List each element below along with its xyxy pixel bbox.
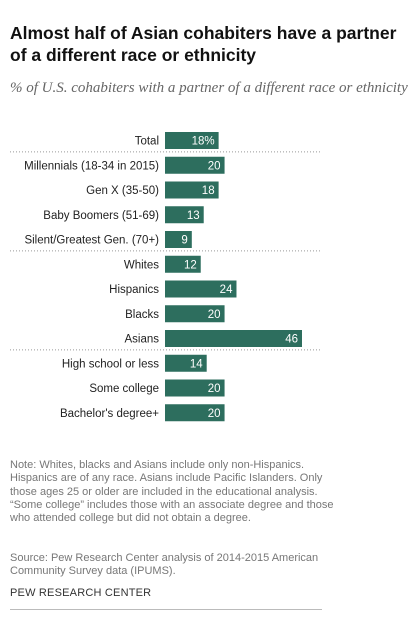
category-label-baby-boomers-51-69: Baby Boomers (51-69) (43, 210, 159, 222)
bar-chart: Total 18% Millennials (18-34 in 2015) 20 Gen… (10, 132, 322, 422)
category-label-high-school-or-less: High school or less (62, 358, 159, 370)
category-label-silent-greatest-gen-70: Silent/Greatest Gen. (70+) (24, 235, 159, 247)
bar-high-school-or-less (165, 354, 207, 372)
value-label-high-school-or-less: 14 (190, 358, 203, 370)
chart-title: Almost half of Asian cohabiters have a p… (10, 23, 397, 65)
value-label-hispanics: 24 (220, 284, 233, 296)
category-label-whites: Whites (124, 259, 159, 271)
pew-credit: PEW RESEARCH CENTER (10, 587, 152, 599)
bar-blacks (165, 305, 225, 323)
value-label-some-college: 20 (208, 383, 221, 395)
bar-total (165, 132, 219, 149)
bar-silent-greatest-gen-70 (165, 231, 192, 248)
value-label-blacks: 20 (208, 309, 221, 321)
chart-subtitle: % of U.S. cohabiters with a partner of a… (10, 80, 408, 96)
category-label-gen-x-35-50: Gen X (35-50) (86, 185, 159, 197)
bar-millennials-18-34-in-2015 (165, 156, 225, 174)
value-label-asians: 46 (285, 334, 298, 346)
bar-some-college (165, 379, 225, 397)
bar-gen-x-35-50 (165, 181, 219, 199)
value-label-millennials-18-34-in-2015: 20 (208, 160, 221, 172)
value-label-bachelor-s-degree: 20 (208, 408, 221, 420)
value-label-total: 18% (192, 136, 215, 148)
value-label-whites: 12 (184, 259, 197, 271)
bar-asians (165, 330, 302, 347)
chart-note: Note: Whites, blacks and Asians include … (10, 459, 334, 525)
bar-baby-boomers-51-69 (165, 206, 204, 224)
bar-whites (165, 255, 201, 273)
category-label-asians: Asians (124, 334, 159, 346)
bottom-divider (10, 609, 322, 610)
value-label-baby-boomers-51-69: 13 (187, 210, 200, 222)
value-label-gen-x-35-50: 18 (202, 185, 215, 197)
category-label-millennials-18-34-in-2015: Millennials (18-34 in 2015) (24, 160, 159, 172)
category-label-bachelor-s-degree: Bachelor's degree+ (60, 408, 159, 420)
category-label-some-college: Some college (89, 383, 159, 395)
category-label-hispanics: Hispanics (109, 284, 159, 296)
chart-source: Source: Pew Research Center analysis of … (10, 552, 319, 578)
value-label-silent-greatest-gen-70: 9 (181, 235, 187, 247)
category-label-total: Total (135, 136, 159, 148)
bar-hispanics (165, 280, 237, 298)
bar-bachelor-s-degree (165, 404, 225, 422)
category-label-blacks: Blacks (125, 309, 159, 321)
